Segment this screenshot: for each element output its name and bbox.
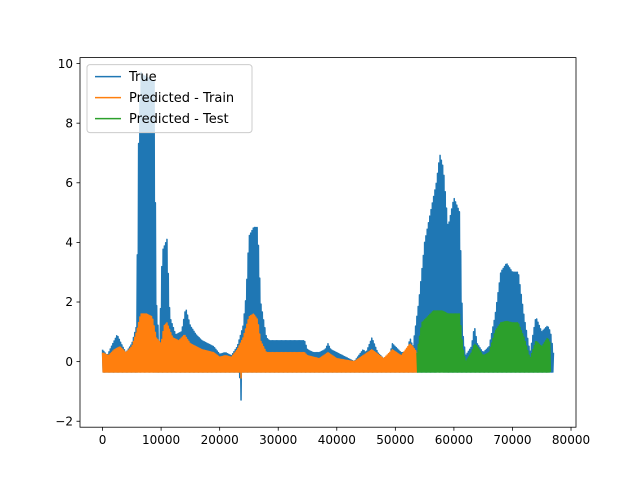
series-layer (101, 71, 555, 401)
series-line-3 (416, 310, 552, 373)
x-tick-label: 10000 (142, 433, 180, 447)
y-tick-label: −2 (55, 414, 73, 428)
x-tick-label: 50000 (376, 433, 414, 447)
x-tick-label: 30000 (259, 433, 297, 447)
legend-label-3: Predicted - Test (129, 112, 229, 127)
y-axis-ticks: −2 0 2 4 6 8 10 (55, 57, 80, 428)
legend-label-2: Predicted - Train (129, 91, 234, 106)
y-tick-label: 4 (65, 236, 73, 250)
x-tick-label: 80000 (552, 433, 590, 447)
legend-box (86, 64, 253, 134)
y-tick-label: 10 (58, 57, 73, 71)
y-tick-label: 6 (65, 176, 73, 190)
x-tick-label: 40000 (318, 433, 356, 447)
legend: True Predicted - Train Predicted - Test (86, 64, 253, 134)
x-axis-ticks: 0 10000 20000 30000 40000 50000 60000 70000 8000… (99, 427, 590, 447)
series-line-2 (101, 313, 418, 379)
y-tick-label: 2 (65, 295, 73, 309)
y-tick-label: 8 (65, 116, 73, 130)
x-tick-label: 20000 (201, 433, 239, 447)
x-tick-label: 70000 (493, 433, 531, 447)
y-tick-label: 0 (65, 355, 73, 369)
x-tick-label: 0 (99, 433, 107, 447)
legend-label-1: True (128, 70, 157, 85)
x-tick-label: 60000 (435, 433, 473, 447)
